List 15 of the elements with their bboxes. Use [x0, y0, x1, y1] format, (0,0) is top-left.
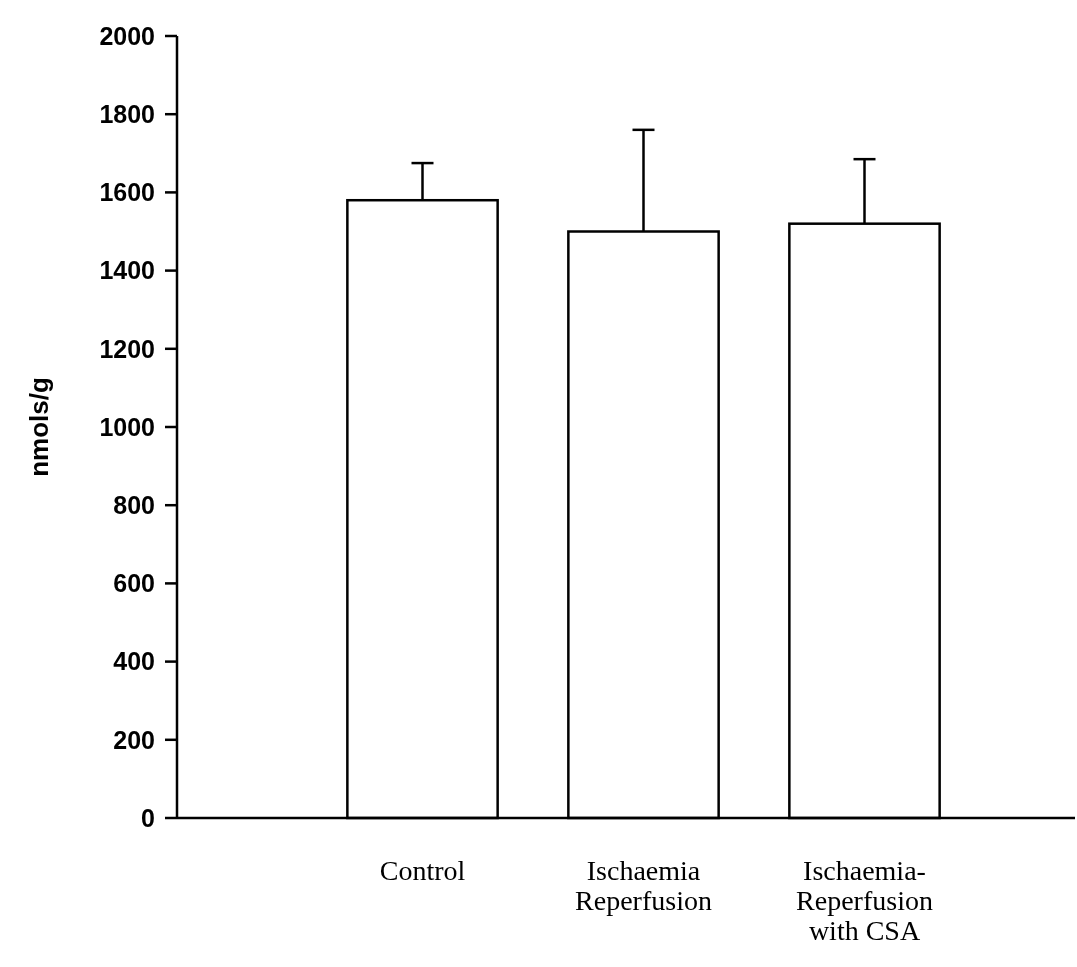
y-tick-label: 400: [113, 647, 155, 676]
y-tick-label: 0: [141, 803, 155, 832]
y-tick-label: 200: [113, 725, 155, 754]
y-tick-label: 1400: [99, 256, 155, 285]
y-tick-label: 1600: [99, 178, 155, 207]
y-tick-label: 2000: [99, 21, 155, 50]
y-axis-title: nmols/g: [24, 377, 54, 477]
y-tick-label: 1800: [99, 99, 155, 128]
x-tick-label: Ischaemia-Reperfusion with CSA: [796, 855, 933, 946]
y-tick-label: 800: [113, 490, 155, 519]
y-tick-label: 1200: [99, 334, 155, 363]
y-tick-label: 1000: [99, 412, 155, 441]
x-tick-label: Ischaemia Reperfusion: [575, 855, 712, 916]
y-tick-label: 600: [113, 569, 155, 598]
x-tick-label: Control: [379, 855, 466, 886]
